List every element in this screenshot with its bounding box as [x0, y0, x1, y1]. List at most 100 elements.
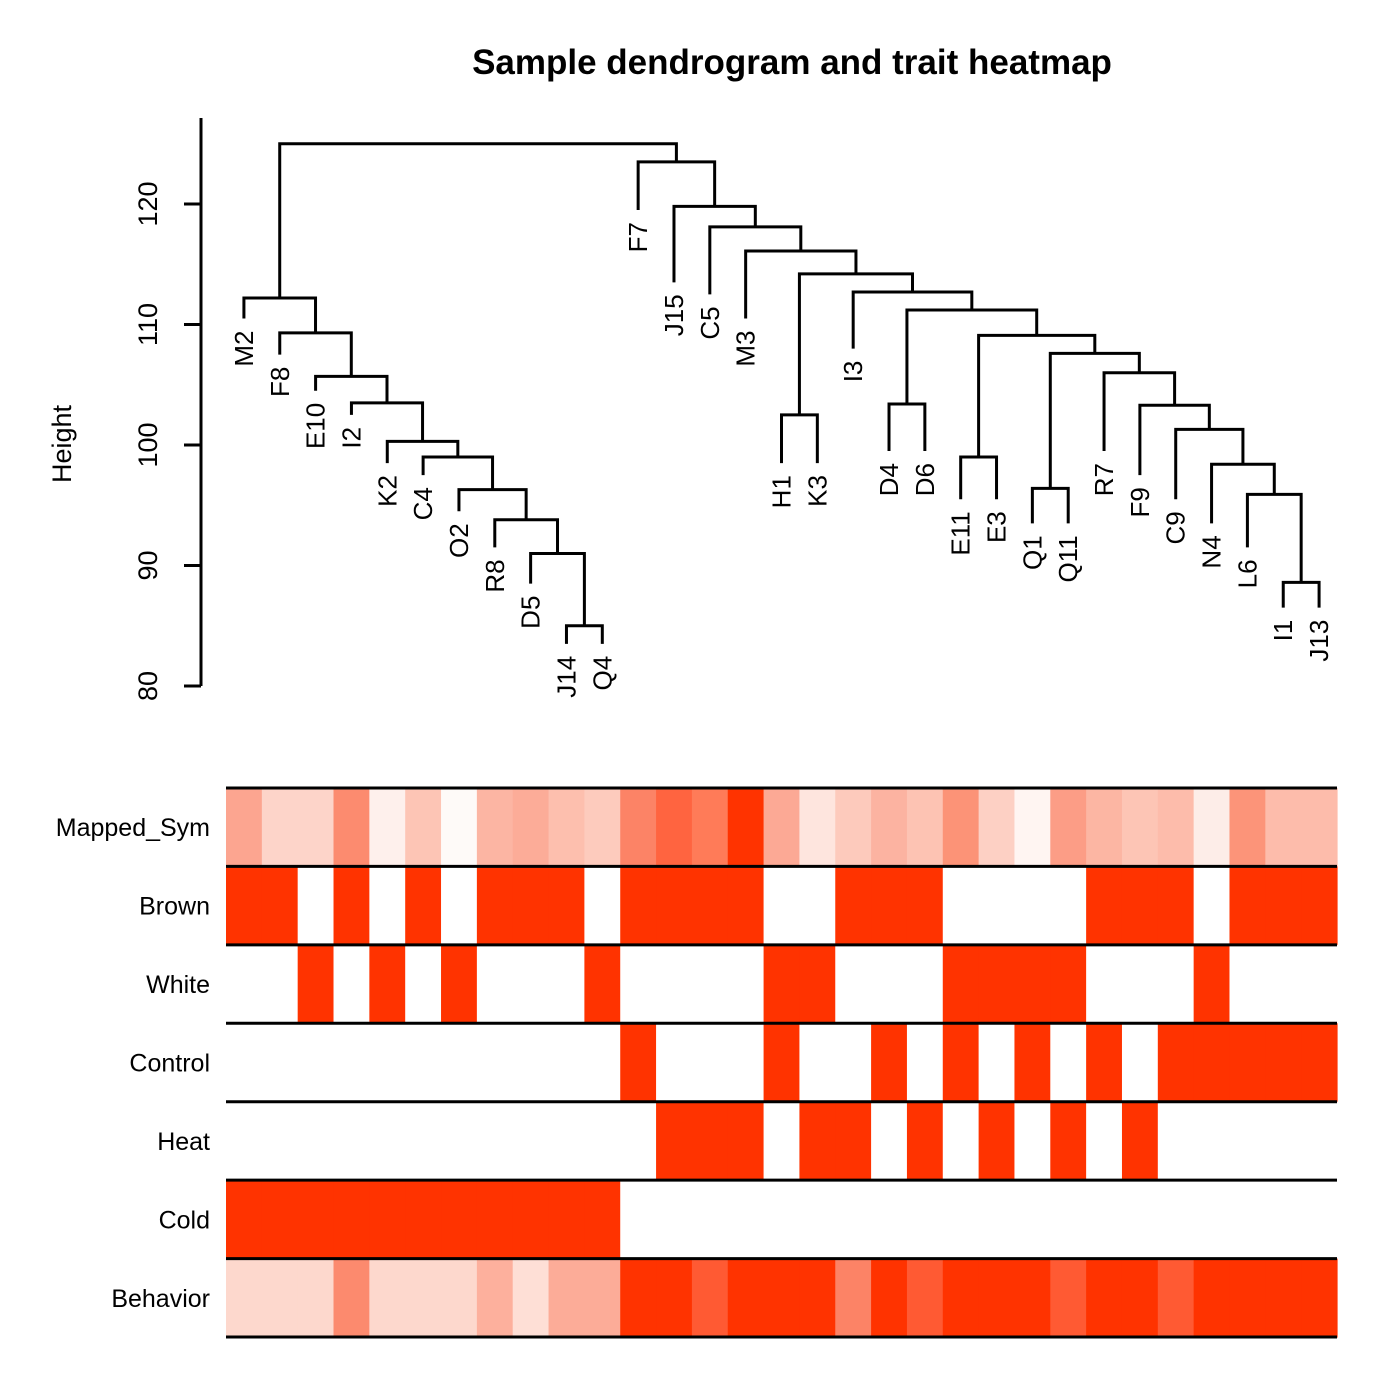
leaf-label-C4: C4	[408, 487, 438, 520]
heatmap-cell	[1301, 866, 1338, 946]
heatmap-cell	[835, 944, 872, 1024]
heatmap-cell	[1121, 866, 1159, 946]
dendrogram-branch	[780, 413, 819, 464]
heatmap-cell	[1050, 1180, 1087, 1260]
heatmap-cell	[942, 788, 980, 868]
heatmap-cell	[1050, 944, 1087, 1024]
heatmap-cell	[620, 1258, 657, 1338]
dendrogram-branch	[493, 518, 560, 554]
leaf-label-E11: E11	[946, 511, 976, 555]
heatmap-cell	[620, 1023, 657, 1103]
heatmap-cell	[261, 1180, 299, 1260]
heatmap-cell	[441, 1101, 478, 1181]
heatmap-cell	[691, 866, 729, 946]
heatmap-cell	[369, 788, 406, 868]
leaf-label-E10: E10	[301, 403, 331, 449]
heatmap-cell	[1086, 1023, 1123, 1103]
heatmap-cell	[906, 1180, 944, 1260]
heatmap-cell	[405, 1023, 442, 1103]
heatmap-cell	[1157, 1101, 1195, 1181]
heatmap-cell	[906, 1023, 944, 1103]
y-tick-label-100: 100	[133, 422, 163, 467]
heatmap-cell	[476, 1180, 514, 1260]
heatmap-cell	[261, 1258, 299, 1338]
heatmap-cell	[297, 1101, 335, 1181]
leaf-label-F9: F9	[1125, 487, 1155, 517]
heatmap-cell	[942, 866, 980, 946]
heatmap-cell	[1157, 1180, 1195, 1260]
heatmap-cell	[799, 944, 836, 1024]
leaf-label-O2: O2	[444, 523, 474, 558]
heatmap-cell	[1121, 1101, 1159, 1181]
heatmap-cell	[871, 1023, 908, 1103]
heatmap-cell	[799, 1258, 836, 1338]
heatmap-cell	[333, 1258, 370, 1338]
heatmap-cell	[1265, 944, 1302, 1024]
heatmap-cell	[978, 788, 1016, 868]
heatmap-cell	[691, 1023, 729, 1103]
dendrogram-branch	[564, 624, 604, 644]
heatmap-cell	[261, 866, 299, 946]
heatmap-cell	[727, 1180, 765, 1260]
heatmap-cell	[978, 944, 1016, 1024]
heatmap-cell	[405, 944, 442, 1024]
heatmap-cell	[871, 788, 908, 868]
heatmap-cell	[369, 1023, 406, 1103]
heatmap-cell	[297, 866, 335, 946]
leaf-label-K2: K2	[372, 475, 402, 507]
dendrogram-branch	[636, 160, 717, 211]
heatmap-cell	[871, 1180, 908, 1260]
leaf-label-Q1: Q1	[1017, 535, 1047, 570]
heatmap-cell	[476, 788, 514, 868]
heatmap-cell	[691, 944, 729, 1024]
heatmap-cell	[763, 788, 801, 868]
heatmap-cell	[584, 944, 621, 1024]
heatmap-cell	[1050, 788, 1087, 868]
heatmap-cell	[1193, 944, 1231, 1024]
heatmap-cell	[1193, 1258, 1231, 1338]
trait-label-cold: Cold	[159, 1206, 210, 1234]
heatmap-cell	[620, 1180, 657, 1260]
heatmap-cell	[1193, 1101, 1231, 1181]
dendrogram-branch	[421, 455, 495, 490]
heatmap-cell	[727, 788, 765, 868]
heatmap-cell	[1014, 1023, 1051, 1103]
trait-label-white: White	[146, 971, 210, 999]
leaf-label-N4: N4	[1197, 535, 1227, 568]
heatmap-cell	[1086, 1258, 1123, 1338]
heatmap-cell	[261, 944, 299, 1024]
heatmap-cell	[226, 1258, 263, 1338]
heatmap-cell	[1265, 1101, 1302, 1181]
heatmap-cell	[405, 1101, 442, 1181]
heatmap-cell	[1086, 1180, 1123, 1260]
heatmap-cell	[548, 1258, 585, 1338]
heatmap-cell	[405, 788, 442, 868]
heatmap-cell	[978, 1101, 1016, 1181]
heatmap-cell	[1050, 1258, 1087, 1338]
heatmap-cell	[799, 1023, 836, 1103]
heatmap-cell	[942, 1258, 980, 1338]
heatmap-cell	[405, 1258, 442, 1338]
heatmap-cell	[476, 944, 514, 1024]
heatmap-cell	[369, 866, 406, 946]
heatmap-cell	[1301, 944, 1338, 1024]
heatmap-cell	[691, 1258, 729, 1338]
trait-labels: Mapped_Sym Brown White Control Heat Cold Behav…	[56, 814, 210, 1313]
heatmap-cell	[1121, 788, 1159, 868]
heatmap-cell	[1157, 944, 1195, 1024]
heatmap-cell	[333, 866, 370, 946]
heatmap-cell	[1301, 788, 1338, 868]
heatmap-cell	[978, 1023, 1016, 1103]
heatmap-cell	[1229, 1180, 1266, 1260]
heatmap-cell	[441, 1180, 478, 1260]
heatmap-cell	[441, 1023, 478, 1103]
leaf-label-F7: F7	[623, 222, 653, 252]
heatmap-cell	[691, 1101, 729, 1181]
heatmap-cell	[1301, 1023, 1338, 1103]
y-axis: 80 90 100 110 120	[133, 118, 203, 701]
y-tick-label-80: 80	[133, 671, 163, 701]
heatmap-cell	[1157, 788, 1195, 868]
heatmap-cell	[1157, 1258, 1195, 1338]
dendrogram-branch	[1281, 580, 1321, 608]
